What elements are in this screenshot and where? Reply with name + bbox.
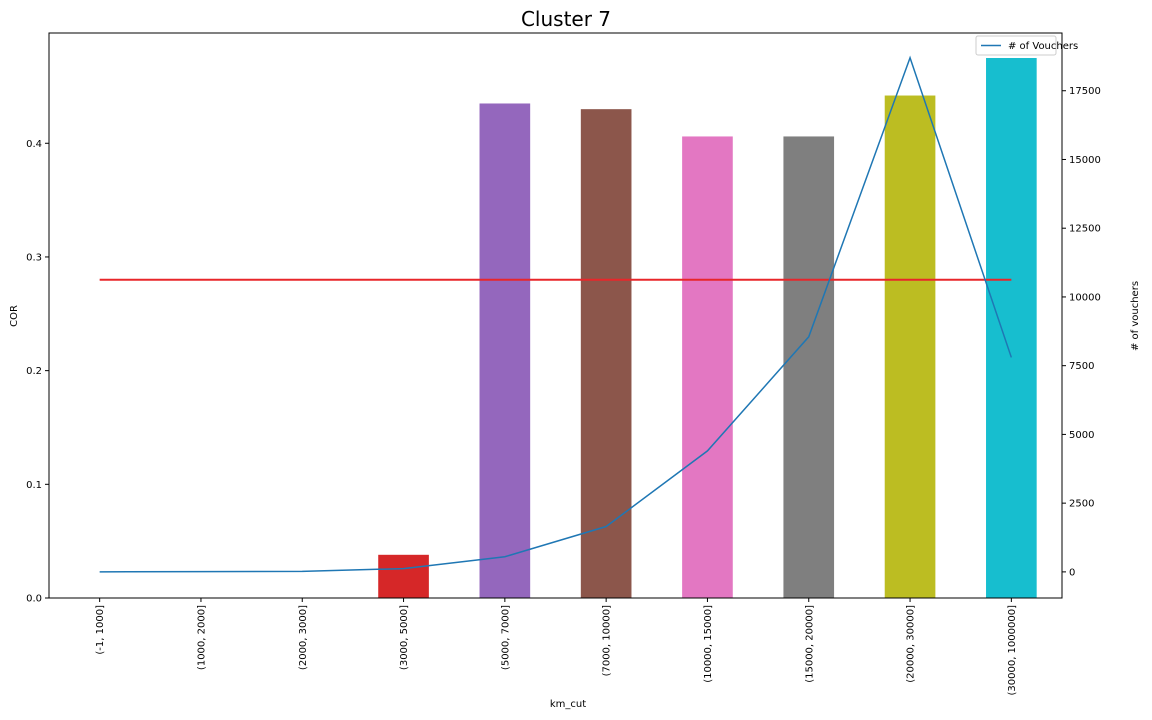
x-tick-label: (10000, 15000] — [703, 605, 714, 683]
y-right-tick-label: 17500 — [1069, 86, 1101, 97]
x-tick-label: (1000, 2000] — [196, 605, 207, 670]
bar — [682, 136, 733, 599]
y-right-tick-label: 12500 — [1069, 224, 1101, 235]
bar — [580, 109, 632, 599]
y-right-tick-label: 2500 — [1069, 499, 1094, 510]
y-right-tick-label: 15000 — [1069, 155, 1101, 166]
legend: # of Vouchers — [975, 35, 1078, 56]
y-tick-label: 0.2 — [26, 366, 42, 377]
x-tick-label: (20000, 30000] — [906, 605, 917, 683]
chart-title: Cluster 7 — [521, 7, 611, 31]
y-tick-label: 0.4 — [26, 139, 42, 150]
y-tick-label: 0.1 — [26, 480, 42, 491]
y-right-tick-label: 0 — [1069, 567, 1075, 578]
x-tick-label: (2000, 3000] — [298, 605, 309, 670]
x-axis-ticks: (-1, 1000] (1000, 2000] (2000, 3000] (3000,… — [95, 598, 1018, 696]
vouchers-line — [99, 55, 1013, 573]
x-tick-label: (15000, 20000] — [804, 605, 815, 683]
y-right-tick-label: 5000 — [1069, 430, 1094, 441]
left-axis-ticks: 0.0 0.1 0.2 0.3 0.4 — [26, 139, 49, 605]
plot-frame — [48, 32, 1063, 599]
x-axis-label: km_cut — [550, 699, 586, 710]
y-right-tick-label: 10000 — [1069, 292, 1101, 303]
bar — [783, 136, 835, 599]
bar — [884, 95, 936, 599]
y-axis-label: COR — [9, 305, 20, 327]
y-tick-label: 0.3 — [26, 252, 42, 263]
y-axis-label-right: # of vouchers — [1130, 281, 1141, 351]
x-tick-label: (5000, 7000] — [500, 605, 511, 670]
bar — [479, 103, 531, 598]
x-tick-label: (-1, 1000] — [95, 605, 106, 655]
x-tick-label: (30000, 1000000] — [1007, 605, 1018, 696]
right-axis-ticks: 0 2500 5000 7500 10000 12500 15000 17500 — [1062, 86, 1101, 578]
bars — [378, 58, 1037, 599]
legend-frame — [975, 35, 1057, 56]
x-tick-label: (3000, 5000] — [399, 605, 410, 670]
bar — [986, 58, 1037, 598]
bar — [378, 554, 429, 598]
x-tick-label: (7000, 10000] — [602, 605, 613, 677]
y-right-tick-label: 7500 — [1069, 361, 1094, 372]
y-tick-label: 0.0 — [26, 594, 42, 605]
legend-label: # of Vouchers — [1008, 41, 1078, 52]
